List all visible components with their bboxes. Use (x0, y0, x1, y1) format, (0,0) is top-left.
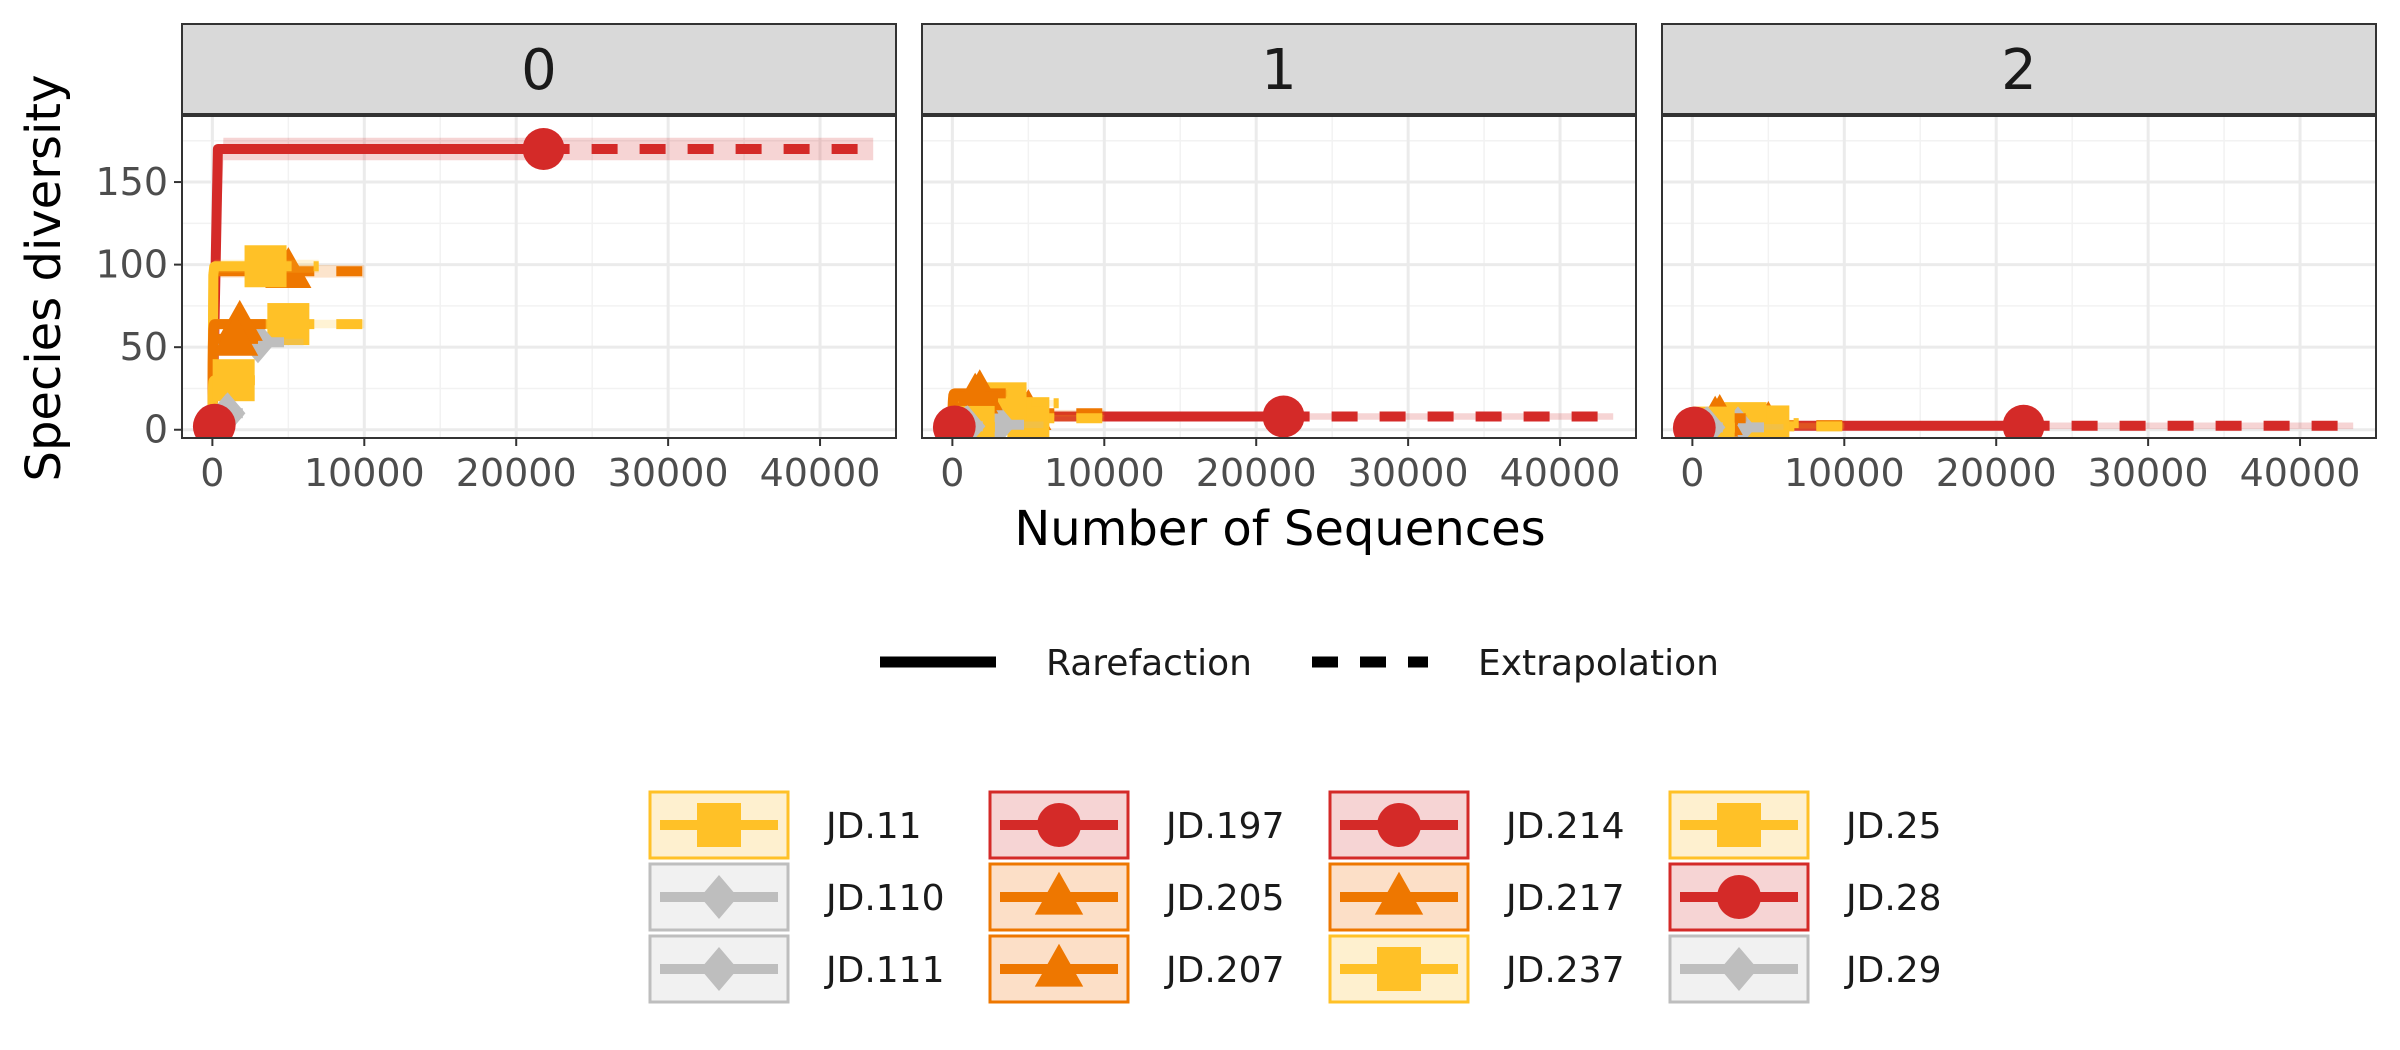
x-tick-label: 30000 (1348, 451, 1469, 495)
x-tick-label: 40000 (2240, 451, 2361, 495)
y-tick-label: 50 (120, 325, 168, 369)
legend-label: JD.29 (1844, 950, 1942, 991)
legend-key-JD.217 (1328, 862, 1470, 932)
panel-border (181, 115, 897, 439)
facet-strip-label: 2 (2001, 38, 2037, 103)
panel-background (922, 116, 1636, 438)
legend-key-JD.110 (648, 862, 790, 932)
legend-key-marker (1034, 943, 1084, 987)
legend-key-marker (1034, 871, 1084, 915)
legend-label: JD.28 (1844, 878, 1942, 919)
series-curves (192, 128, 874, 438)
x-tick-label: 10000 (1784, 451, 1905, 495)
legend-key-marker (700, 875, 738, 919)
y-axis-title: Species diversity (16, 74, 72, 481)
observed-point (1262, 395, 1305, 438)
x-tick-label: 40000 (760, 451, 881, 495)
observed-point (952, 372, 999, 414)
observed-point (932, 406, 975, 438)
linetype-legend: Rarefaction Extrapolation (880, 643, 1719, 684)
legend-label: JD.110 (824, 878, 945, 919)
x-tick-label: 10000 (304, 451, 425, 495)
legend-label: JD.217 (1504, 878, 1625, 919)
series-curves (1672, 394, 2354, 438)
series-JD.28 (192, 405, 235, 438)
observed-point (212, 359, 255, 402)
legend-key-JD.11 (648, 790, 790, 860)
observed-point (244, 245, 287, 288)
series-JD.207 (207, 314, 259, 430)
series-JD.237 (207, 245, 319, 430)
legend-key-marker (1720, 947, 1758, 991)
legend-label: JD.207 (1164, 950, 1285, 991)
legend-key-JD.237 (1328, 934, 1470, 1004)
observed-point (212, 314, 259, 356)
series-JD.28 (932, 406, 975, 438)
x-tick-label: 40000 (1500, 451, 1621, 495)
legend-key-marker (1377, 803, 1421, 847)
legend-label: JD.214 (1504, 806, 1625, 847)
panel-border (1661, 115, 2377, 439)
x-tick-label: 0 (200, 451, 224, 495)
legend-label: JD.11 (824, 806, 922, 847)
series-JD.11 (207, 359, 255, 430)
series-JD.207 (947, 372, 999, 430)
y-tick-label: 0 (144, 408, 168, 452)
legend-key-JD.205 (988, 862, 1130, 932)
legend-key-JD.197 (988, 790, 1130, 860)
facet-strip (1661, 23, 2377, 115)
observed-point (1672, 406, 1715, 438)
legend-key-JD.207 (988, 934, 1130, 1004)
legend-key-marker (1374, 871, 1424, 915)
legend-key-JD.29 (1668, 934, 1810, 1004)
x-tick-label: 10000 (1044, 451, 1165, 495)
facet-strip-label: 0 (521, 38, 557, 103)
x-tick-label: 30000 (2088, 451, 2209, 495)
legend-label: JD.237 (1504, 950, 1625, 991)
legend-label: JD.111 (824, 950, 945, 991)
x-tick-label: 20000 (456, 451, 577, 495)
legend-key-marker (697, 803, 741, 847)
panel-background (1662, 116, 2376, 438)
legend-label: JD.25 (1844, 806, 1942, 847)
extrapolation-legend-label: Extrapolation (1478, 643, 1719, 684)
x-tick-label: 30000 (608, 451, 729, 495)
legend-key-marker (1037, 803, 1081, 847)
y-tick-label: 100 (95, 243, 168, 287)
legend-key-marker (1377, 947, 1421, 991)
observed-point (522, 128, 565, 171)
legend-key-marker (700, 947, 738, 991)
facet-strip (181, 23, 897, 115)
legend-key-JD.111 (648, 934, 790, 1004)
facet-strip (921, 23, 1637, 115)
legend-key-JD.25 (1668, 790, 1810, 860)
legend-key-JD.214 (1328, 790, 1470, 860)
legend-key-JD.28 (1668, 862, 1810, 932)
rarefaction-line (207, 144, 544, 430)
x-tick-label: 0 (940, 451, 964, 495)
x-tick-label: 20000 (1936, 451, 2057, 495)
legend-key-marker (1717, 803, 1761, 847)
legend-label: JD.205 (1164, 878, 1285, 919)
legend-label: JD.197 (1164, 806, 1285, 847)
x-axis-title: Number of Sequences (1014, 501, 1545, 557)
facet-panel-1: 1 0 10000 20000 30000 40000 (921, 23, 1637, 495)
series-JD.28 (1672, 406, 1715, 438)
x-tick-label: 20000 (1196, 451, 1317, 495)
observed-point (192, 405, 235, 438)
y-tick-label: 150 (95, 160, 168, 204)
observed-point (2002, 404, 2045, 438)
series-curves (932, 369, 1614, 438)
series-JD.197 (207, 128, 874, 430)
facet-strip-label: 1 (1261, 38, 1297, 103)
series-legend: JD.11 JD.110 JD.111 JD.197 JD.205 JD.207 JD.21… (648, 790, 1942, 1004)
legend-key-marker (1717, 875, 1761, 919)
rarefaction-legend-label: Rarefaction (1046, 643, 1252, 684)
panel-border (921, 115, 1637, 439)
x-tick-label: 0 (1680, 451, 1704, 495)
facet-panel-2: 2 0 10000 20000 30000 40000 (1661, 23, 2377, 495)
